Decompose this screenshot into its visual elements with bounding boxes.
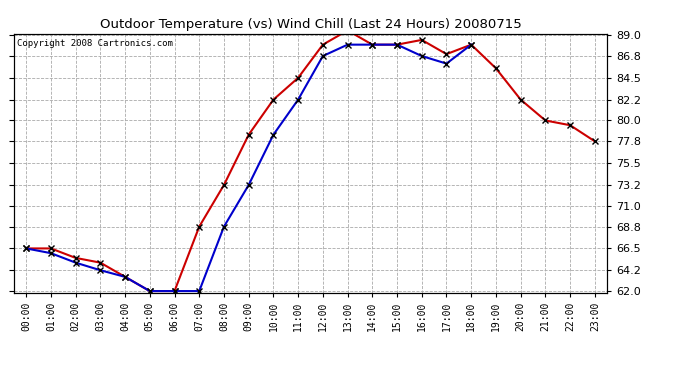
Text: Copyright 2008 Cartronics.com: Copyright 2008 Cartronics.com: [17, 39, 172, 48]
Title: Outdoor Temperature (vs) Wind Chill (Last 24 Hours) 20080715: Outdoor Temperature (vs) Wind Chill (Las…: [99, 18, 522, 31]
